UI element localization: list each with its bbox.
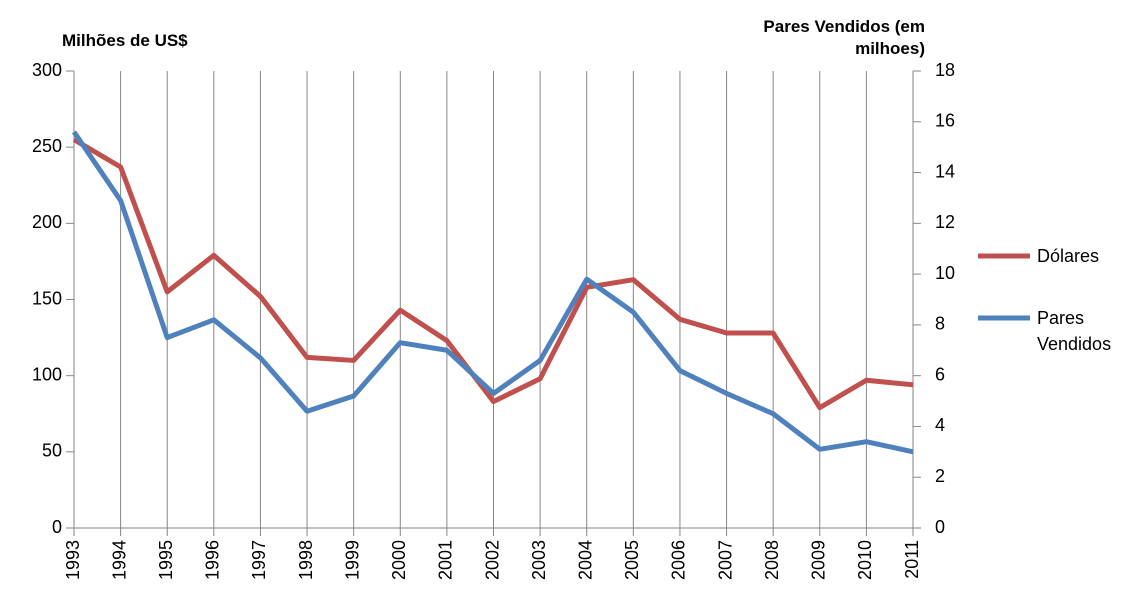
x-tick-label: 1996	[203, 540, 223, 580]
x-tick-label: 2001	[436, 540, 456, 580]
x-tick-label: 2005	[622, 540, 642, 580]
y2-tick-label: 18	[935, 60, 955, 80]
x-tick-label: 1998	[296, 540, 316, 580]
x-tick-label: 2011	[902, 540, 922, 579]
y-tick-label: 100	[32, 364, 62, 384]
y-tick-label: 150	[32, 288, 62, 308]
y2-tick-label: 14	[935, 161, 955, 181]
y-tick-label: 300	[32, 60, 62, 80]
x-tick-label: 2007	[715, 540, 735, 580]
y-tick-label: 50	[42, 441, 62, 461]
x-tick-label: 2010	[855, 540, 875, 580]
legend-label: Dólares	[1037, 246, 1100, 266]
series-line	[72, 137, 914, 411]
x-tick-label: 2004	[575, 540, 595, 580]
x-tick-label: 1999	[342, 540, 362, 580]
x-tick-label: 2009	[809, 540, 829, 580]
x-tick-label: 2002	[482, 540, 502, 580]
y2-tick-label: 6	[935, 364, 945, 384]
y-axis-title: Milhões de US$	[62, 31, 188, 50]
x-tick-label: 2008	[762, 540, 782, 580]
x-tick-label: 1993	[63, 540, 83, 580]
y-tick-label: 200	[32, 212, 62, 232]
x-tick-label: 1994	[109, 540, 129, 580]
y2-tick-label: 8	[935, 314, 945, 334]
series-line	[71, 130, 914, 455]
x-tick-label: 1995	[156, 540, 176, 580]
y2-tick-label: 16	[935, 111, 955, 131]
x-tick-label: 2000	[389, 540, 409, 580]
x-tick-label: 1997	[249, 540, 269, 580]
y2-axis-title: Pares Vendidos (em milhoes)	[763, 17, 925, 58]
x-tick-label: 2006	[669, 540, 689, 580]
y2-tick-label: 4	[935, 415, 945, 435]
y2-tick-label: 12	[935, 212, 955, 232]
y2-tick-label: 0	[935, 517, 945, 537]
y2-tick-label: 10	[935, 263, 955, 283]
x-tick-label: 2003	[529, 540, 549, 580]
y-tick-label: 250	[32, 136, 62, 156]
y-tick-label: 0	[52, 517, 62, 537]
legend-label: Pares Vendidos	[1037, 308, 1112, 354]
y2-tick-label: 2	[935, 466, 945, 486]
